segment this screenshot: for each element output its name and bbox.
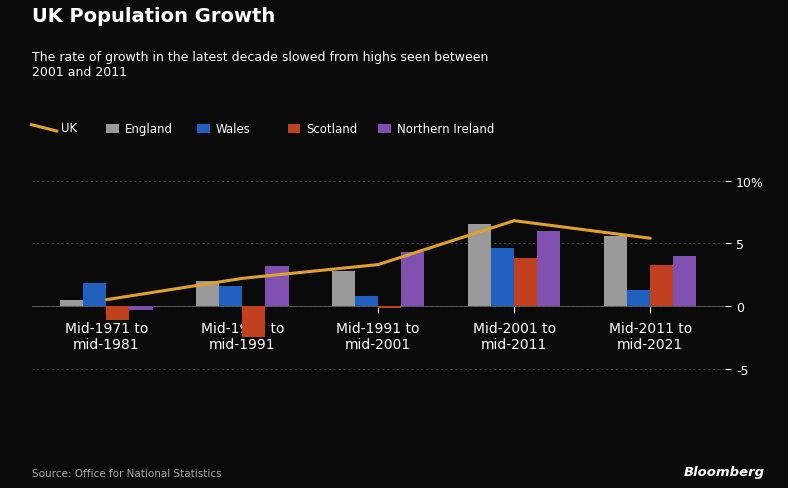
Bar [219, 286, 242, 306]
Text: Bloomberg: Bloomberg [683, 465, 764, 478]
Bar [196, 281, 219, 306]
Bar [332, 271, 355, 306]
Bar [355, 296, 378, 306]
Text: England: England [125, 123, 173, 136]
Bar [242, 306, 266, 338]
Bar [491, 249, 515, 306]
Bar [537, 231, 560, 306]
Bar [60, 300, 84, 306]
Text: Scotland: Scotland [307, 123, 358, 136]
Text: The rate of growth in the latest decade slowed from highs seen between
2001 and : The rate of growth in the latest decade … [32, 51, 488, 79]
Bar [84, 284, 106, 306]
Text: Source: Office for National Statistics: Source: Office for National Statistics [32, 468, 221, 478]
Text: Northern Ireland: Northern Ireland [397, 123, 495, 136]
Bar [604, 236, 627, 306]
Bar [515, 259, 537, 306]
Bar [627, 290, 650, 306]
Bar [468, 225, 491, 306]
Text: UK Population Growth: UK Population Growth [32, 7, 275, 26]
Text: UK: UK [61, 122, 77, 135]
Bar [129, 306, 153, 310]
Bar [266, 266, 288, 306]
Bar [650, 265, 673, 306]
Bar [673, 256, 697, 306]
Bar [401, 252, 425, 306]
Bar [106, 306, 129, 320]
Text: Wales: Wales [216, 123, 251, 136]
Bar [378, 306, 401, 309]
